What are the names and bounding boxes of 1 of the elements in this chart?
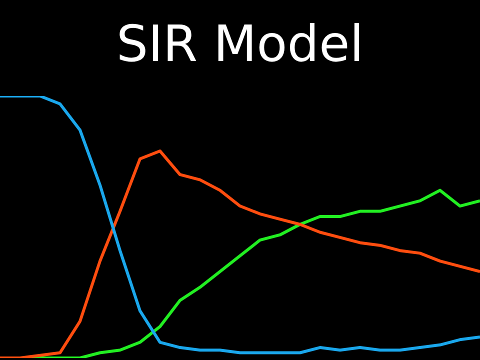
chart-title: SIR Model <box>116 14 364 73</box>
